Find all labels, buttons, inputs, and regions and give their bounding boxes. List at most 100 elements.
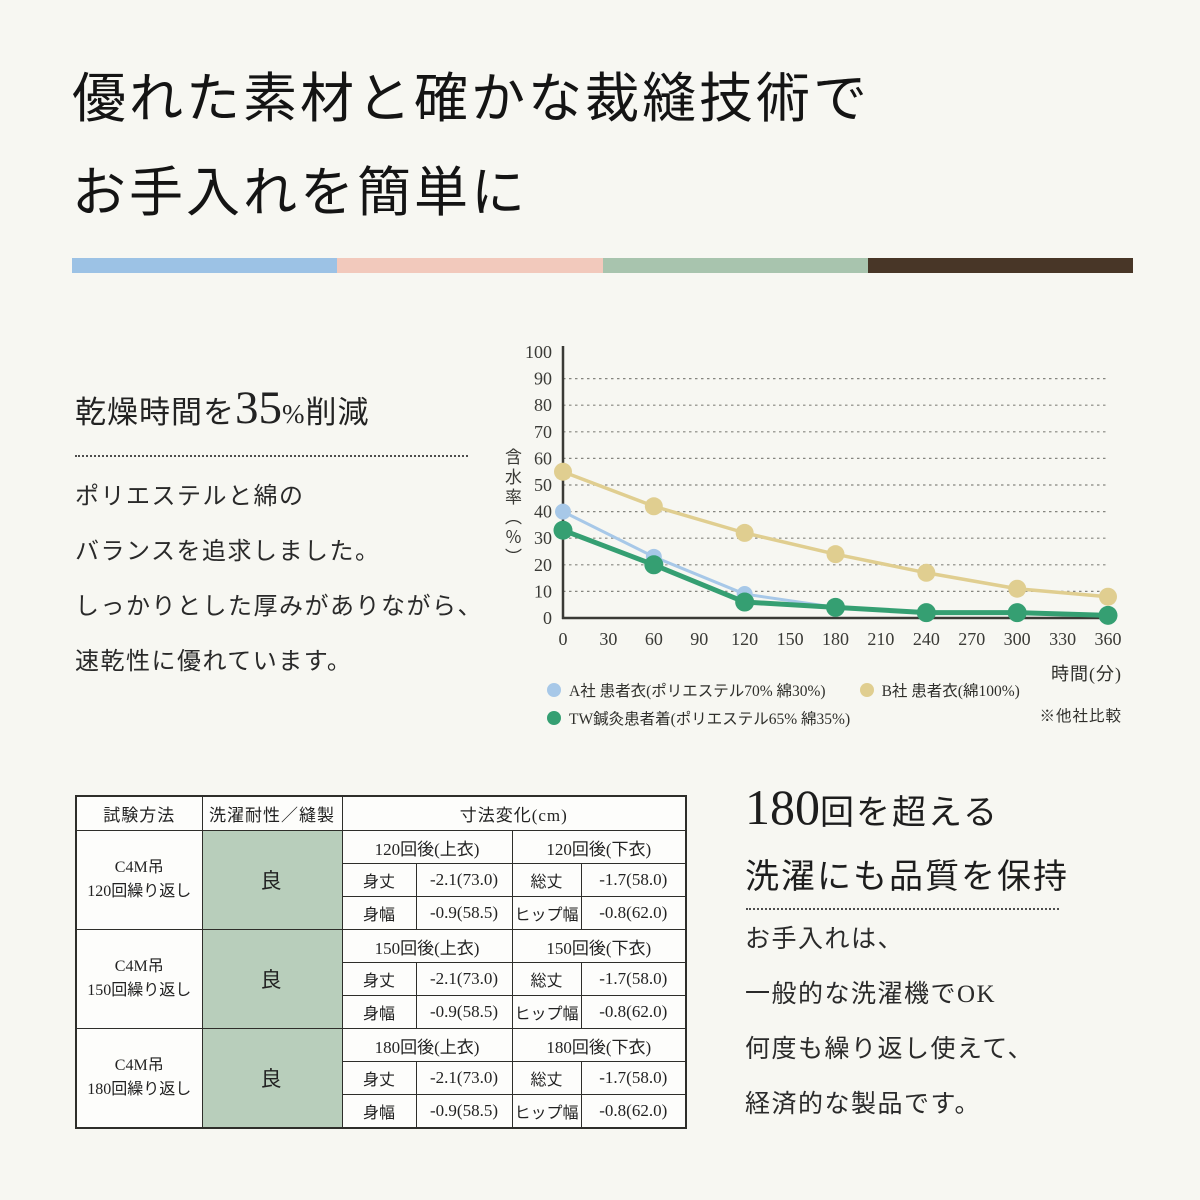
legend-dot-green-icon <box>547 711 561 725</box>
measure-label: 総丈 <box>511 1061 582 1095</box>
svg-text:360: 360 <box>1095 629 1122 649</box>
durability-cell: 良 <box>201 830 343 930</box>
svg-text:210: 210 <box>867 629 894 649</box>
chart-x-axis-label: 時間(分) <box>1051 664 1122 684</box>
measure-label: ヒップ幅 <box>511 995 582 1029</box>
measure-label: 身丈 <box>341 1061 417 1095</box>
stripe-segment-brown <box>867 258 1133 273</box>
dry-paragraph-line: ポリエステルと綿の <box>75 484 305 510</box>
header-dimension-change: 寸法変化(cm) <box>341 795 687 831</box>
table-header-row: 試験方法 洗濯耐性／縫製 寸法変化(cm) <box>75 795 687 831</box>
page-title-line1: 優れた素材と確かな裁縫技術で <box>72 69 870 129</box>
chart-legend: A社 患者衣(ポリエステル70% 綿30%) B社 患者衣(綿100%) TW鍼… <box>547 676 1020 732</box>
table-row: 身幅 -0.9(58.5) ヒップ幅 -0.8(62.0) <box>76 1094 687 1129</box>
durability-cell: 良 <box>201 1028 343 1129</box>
accent-stripe <box>72 258 1133 273</box>
durability-cell: 良 <box>201 929 343 1029</box>
measure-value: -0.9(58.5) <box>415 995 513 1029</box>
svg-text:0: 0 <box>559 629 568 649</box>
page-title-line2: お手入れを簡単に <box>72 163 528 223</box>
subheader-top-garment: 180回後(上衣) <box>341 1028 513 1062</box>
measure-value: -0.8(62.0) <box>580 1094 687 1129</box>
measure-value: -0.8(62.0) <box>580 995 687 1029</box>
legend-item-tw: TW鍼灸患者着(ポリエステル65% 綿35%) <box>547 707 850 729</box>
legend-item-b-company: B社 患者衣(綿100%) <box>859 679 1020 701</box>
subheader-bottom-garment: 120回後(下衣) <box>511 830 687 864</box>
svg-text:60: 60 <box>534 448 552 468</box>
dry-time-heading: 乾燥時間を35%削減 <box>75 381 475 435</box>
table-row: 身丈 -2.1(73.0) 総丈 -1.7(58.0) <box>76 962 687 996</box>
table-row: C4M吊 150回繰り返し 良 150回後(上衣) 150回後(下衣) <box>75 929 687 1029</box>
table-row: 身幅 -0.9(58.5) ヒップ幅 -0.8(62.0) <box>76 896 687 930</box>
dry-paragraph-line: 速乾性に優れています。 <box>75 649 353 675</box>
svg-text:50: 50 <box>534 475 552 495</box>
svg-text:30: 30 <box>534 528 552 548</box>
measure-label: 総丈 <box>511 863 582 897</box>
quality-heading-line1: 180回を超える <box>745 775 1165 846</box>
measure-value: -1.7(58.0) <box>580 863 687 897</box>
chart-footnote: ※他社比較 <box>1039 708 1122 725</box>
method-line1: C4M吊 <box>114 859 164 876</box>
dry-heading-percent: % <box>282 399 306 429</box>
method-line2: 120回繰り返し <box>87 883 192 900</box>
page-title: 優れた素材と確かな裁縫技術で お手入れを簡単に <box>72 52 1142 240</box>
quality-heading: 180回を超える 洗濯にも品質を保持 <box>745 775 1165 910</box>
svg-text:20: 20 <box>534 555 552 575</box>
method-cell: C4M吊 180回繰り返し <box>75 1028 203 1129</box>
measure-label: 総丈 <box>511 962 582 996</box>
measure-label: ヒップ幅 <box>511 896 582 930</box>
stripe-segment-blue <box>72 258 338 273</box>
legend-label: B社 患者衣(綿100%) <box>881 683 1020 700</box>
measure-label: 身丈 <box>341 962 417 996</box>
quality-paragraph-line: 経済的な製品です。 <box>745 1091 982 1118</box>
legend-item-a-company: A社 患者衣(ポリエステル70% 綿30%) <box>547 679 826 701</box>
svg-text:40: 40 <box>534 502 552 522</box>
dry-heading-suffix: 削減 <box>305 395 370 430</box>
svg-text:70: 70 <box>534 422 552 442</box>
svg-text:330: 330 <box>1049 629 1076 649</box>
measure-value: -1.7(58.0) <box>580 962 687 996</box>
quality-paragraph-line: 何度も繰り返し使えて、 <box>745 1036 1035 1063</box>
dry-paragraph-line: しっかりとした厚みがありながら、 <box>75 594 483 620</box>
legend-dot-yellow-icon <box>859 683 874 697</box>
svg-text:150: 150 <box>777 629 804 649</box>
moisture-line-chart: 0 10 20 30 40 50 60 70 80 90 100 0 30 60 90 120 150 180 21… <box>525 342 1122 649</box>
quality-paragraph-line: 一般的な洗濯機でOK <box>745 981 997 1008</box>
measure-label: 身幅 <box>341 995 417 1029</box>
dry-section-paragraph: ポリエステルと綿の バランスを追求しました。 しっかりとした厚みがありながら、 … <box>75 470 495 690</box>
subheader-bottom-garment: 150回後(下衣) <box>511 929 687 963</box>
header-durability: 洗濯耐性／縫製 <box>201 795 343 831</box>
measure-value: -0.9(58.5) <box>415 1094 513 1129</box>
measure-label: 身丈 <box>341 863 417 897</box>
measure-label: 身幅 <box>341 896 417 930</box>
measure-value: -2.1(73.0) <box>415 962 513 996</box>
quality-section-paragraph: お手入れは、 一般的な洗濯機でOK 何度も繰り返し使えて、 経済的な製品です。 <box>745 912 1165 1132</box>
stripe-segment-pink <box>337 258 603 273</box>
table-row: C4M吊 180回繰り返し 良 180回後(上衣) 180回後(下衣) <box>75 1028 687 1129</box>
legend-row: A社 患者衣(ポリエステル70% 綿30%) B社 患者衣(綿100%) <box>547 676 1020 704</box>
legend-label: TW鍼灸患者着(ポリエステル65% 綿35%) <box>569 711 851 728</box>
measure-label: 身幅 <box>341 1094 417 1129</box>
wash-test-table: 試験方法 洗濯耐性／縫製 寸法変化(cm) C4M吊 120回繰り返し 良 12… <box>75 795 688 1129</box>
svg-text:90: 90 <box>534 369 552 389</box>
subheader-top-garment: 120回後(上衣) <box>341 830 513 864</box>
svg-text:300: 300 <box>1004 629 1031 649</box>
subheader-top-garment: 150回後(上衣) <box>341 929 513 963</box>
dry-heading-number: 35 <box>235 382 282 434</box>
chart-y-axis-label: 含水率（％） <box>502 448 521 568</box>
svg-text:10: 10 <box>534 581 552 601</box>
quality-heading-line2: 洗濯にも品質を保持 <box>745 859 1069 896</box>
svg-text:270: 270 <box>958 629 985 649</box>
svg-text:90: 90 <box>690 629 708 649</box>
header-test-method: 試験方法 <box>75 795 203 831</box>
quality-heading-number: 180 <box>745 779 820 835</box>
quality-paragraph-line: お手入れは、 <box>745 926 905 953</box>
subheader-bottom-garment: 180回後(下衣) <box>511 1028 687 1062</box>
dry-section-divider <box>75 455 468 457</box>
svg-text:80: 80 <box>534 395 552 415</box>
svg-text:180: 180 <box>822 629 849 649</box>
measure-value: -2.1(73.0) <box>415 863 513 897</box>
svg-text:0: 0 <box>543 608 552 628</box>
measure-value: -0.9(58.5) <box>415 896 513 930</box>
